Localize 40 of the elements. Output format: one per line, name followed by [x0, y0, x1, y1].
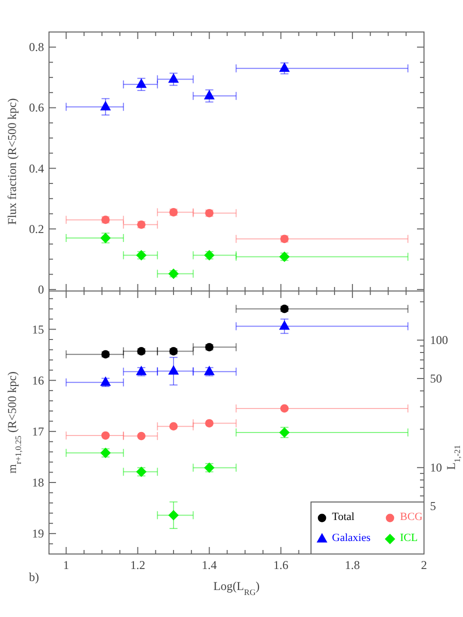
- y-tick-label: 0.2: [29, 222, 44, 236]
- y-axis-title: Flux fraction (R<500 kpc): [5, 98, 19, 225]
- point: [169, 422, 178, 431]
- point: [101, 431, 110, 440]
- y-tick-label: 18: [32, 476, 44, 490]
- point: [280, 404, 289, 413]
- y-tick-label: 17: [32, 424, 44, 438]
- point: [136, 78, 146, 88]
- legend-label: Total: [332, 511, 354, 523]
- x-tick-label: 1.2: [130, 558, 146, 572]
- y2-tick-label: 100: [430, 333, 448, 348]
- point: [168, 366, 179, 375]
- y-tick-label: 0.6: [29, 100, 44, 115]
- legend-label: Galaxies: [332, 532, 370, 544]
- y2-tick-label: 50: [430, 372, 442, 386]
- text: b): [29, 570, 39, 584]
- x-tick-label: 1.8: [344, 558, 360, 572]
- y-tick-label: 19: [32, 526, 44, 541]
- x-axis-title: Log(L$_{RG}$): [213, 579, 260, 596]
- x-tick-label: 1.6: [273, 558, 288, 572]
- y-tick-label: 0.8: [29, 40, 44, 54]
- point: [204, 90, 214, 100]
- legend-label: BCG: [400, 511, 423, 523]
- y-tick-label: 16: [32, 373, 44, 388]
- x-tick-label: 1.4: [202, 558, 217, 572]
- point: [100, 101, 111, 110]
- point: [279, 62, 290, 72]
- point: [137, 432, 146, 440]
- x-tick-label: 2: [421, 558, 427, 572]
- y2-tick-label: 10: [430, 460, 442, 475]
- point: [168, 74, 179, 83]
- x-tick-label: 1: [63, 558, 70, 572]
- point: [168, 510, 179, 520]
- y-tick-label: 15: [32, 322, 44, 336]
- y-tick-label: 0: [38, 282, 44, 296]
- y2-tick-label: 5: [430, 498, 436, 513]
- legend-label: ICL: [400, 532, 418, 544]
- y-tick-label: 0.4: [29, 161, 44, 176]
- point: [205, 419, 214, 428]
- point: [279, 320, 290, 330]
